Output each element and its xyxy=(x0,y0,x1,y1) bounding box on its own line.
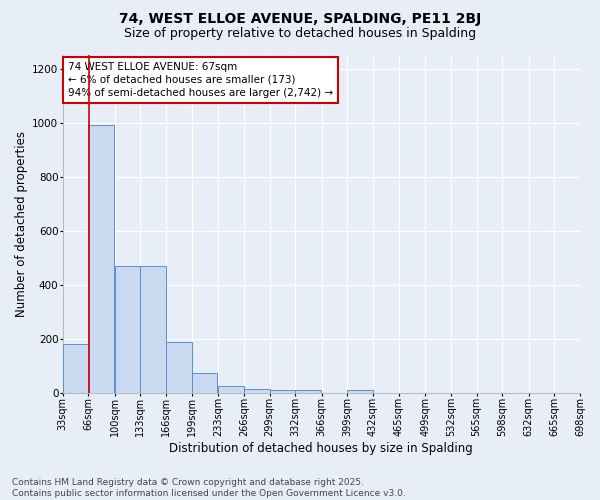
Bar xyxy=(88,126,114,393)
Bar xyxy=(347,390,373,393)
Bar xyxy=(269,390,295,393)
Bar xyxy=(140,266,166,393)
Bar xyxy=(62,344,88,393)
Y-axis label: Number of detached properties: Number of detached properties xyxy=(15,131,28,317)
Bar xyxy=(115,266,140,393)
Bar xyxy=(192,372,217,393)
Bar xyxy=(218,386,244,393)
Bar xyxy=(295,390,321,393)
X-axis label: Distribution of detached houses by size in Spalding: Distribution of detached houses by size … xyxy=(169,442,473,455)
Bar xyxy=(244,389,269,393)
Bar xyxy=(166,342,192,393)
Text: Contains HM Land Registry data © Crown copyright and database right 2025.
Contai: Contains HM Land Registry data © Crown c… xyxy=(12,478,406,498)
Text: 74, WEST ELLOE AVENUE, SPALDING, PE11 2BJ: 74, WEST ELLOE AVENUE, SPALDING, PE11 2B… xyxy=(119,12,481,26)
Text: Size of property relative to detached houses in Spalding: Size of property relative to detached ho… xyxy=(124,28,476,40)
Text: 74 WEST ELLOE AVENUE: 67sqm
← 6% of detached houses are smaller (173)
94% of sem: 74 WEST ELLOE AVENUE: 67sqm ← 6% of deta… xyxy=(68,62,333,98)
